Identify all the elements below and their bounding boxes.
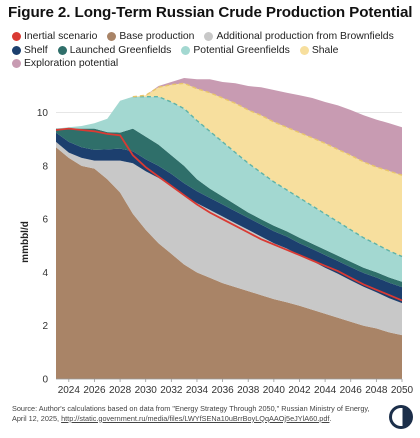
x-tick-label: 2026: [83, 385, 106, 396]
legend-item-exploration: Exploration potential: [12, 57, 118, 71]
area-series: [56, 78, 402, 379]
legend-label-potential: Potential Greenfields: [193, 44, 290, 56]
legend-label-shale: Shale: [311, 44, 339, 56]
legend-item-brownfields: Additional production from Brownfields: [204, 30, 394, 44]
legend-item-inertial: Inertial scenario: [12, 30, 97, 44]
chart-legend: Inertial scenario Base production Additi…: [12, 30, 412, 71]
source-text: Source: Author's calculations based on d…: [12, 404, 370, 423]
x-tick-label: 2036: [211, 385, 234, 396]
x-tick-label: 2042: [288, 385, 311, 396]
legend-label-launched: Launched Greenfields: [69, 44, 172, 56]
legend-label-exploration: Exploration potential: [24, 58, 119, 69]
source-link[interactable]: http://static.government.ru/media/files/…: [61, 413, 330, 423]
legend-row-2: Shelf Launched Greenfields Potential Gre…: [12, 44, 412, 58]
x-tick-label: 2044: [314, 385, 337, 396]
legend-item-launched: Launched Greenfields: [57, 44, 172, 58]
legend-label-shelf: Shelf: [24, 44, 48, 56]
x-tick-label: 2050: [391, 385, 414, 396]
area-brownfields: [56, 141, 402, 336]
line-inertial: [55, 127, 403, 302]
legend-swatch-exploration: [12, 59, 21, 69]
area-shale: [56, 83, 402, 257]
legend-swatch-base: [107, 32, 117, 42]
x-tick-label: 2032: [160, 385, 183, 396]
legend-item-shelf: Shelf: [12, 44, 48, 58]
area-potential: [56, 96, 402, 282]
legend-swatch-shale: [299, 45, 309, 55]
line-series: [55, 82, 403, 302]
legend-swatch-brownfields: [204, 32, 214, 42]
x-tick-label: 2046: [340, 385, 363, 396]
y-tick-label: 2: [42, 321, 48, 332]
legend-label-inertial: Inertial scenario: [24, 31, 98, 42]
area-launched: [56, 128, 402, 288]
y-axis-label: mmbbl/d: [20, 221, 31, 263]
source-note: Source: Author's calculations based on d…: [12, 404, 372, 423]
x-tick-label: 2034: [186, 385, 209, 396]
x-tick-label: 2040: [263, 385, 286, 396]
legend-swatch-inertial: [12, 32, 21, 42]
area-base: [56, 147, 402, 379]
source-end: .: [329, 413, 332, 423]
area-shelf: [56, 132, 402, 304]
legend-swatch-launched: [57, 45, 67, 55]
legend-row-1: Inertial scenario Base production Additi…: [12, 30, 412, 44]
legend-row-3: Exploration potential: [12, 57, 412, 71]
y-tick-label: 6: [42, 215, 48, 226]
legend-label-base: Base production: [119, 31, 195, 42]
legend-swatch-potential: [181, 45, 191, 55]
y-tick-label: 4: [42, 268, 48, 279]
legend-label-brownfields: Additional production from Brownfields: [216, 31, 394, 42]
y-tick-label: 0: [42, 375, 48, 386]
x-tick-label: 2030: [135, 385, 158, 396]
legend-item-shale: Shale: [299, 44, 339, 58]
y-tick-label: 8: [42, 161, 48, 172]
legend-swatch-shelf: [12, 45, 21, 55]
x-tick-label: 2048: [365, 385, 388, 396]
x-tick-label: 2028: [109, 385, 132, 396]
legend-item-potential: Potential Greenfields: [181, 44, 290, 58]
area-exploration: [56, 78, 402, 176]
y-tick-label: 10: [37, 108, 49, 119]
boundary-potential: [132, 95, 403, 258]
x-tick-label: 2038: [237, 385, 260, 396]
publisher-logo-icon: [389, 405, 413, 429]
chart-title: Figure 2. Long-Term Russian Crude Produc…: [8, 4, 413, 21]
legend-item-base: Base production: [107, 30, 194, 44]
x-tick-label: 2024: [58, 385, 81, 396]
